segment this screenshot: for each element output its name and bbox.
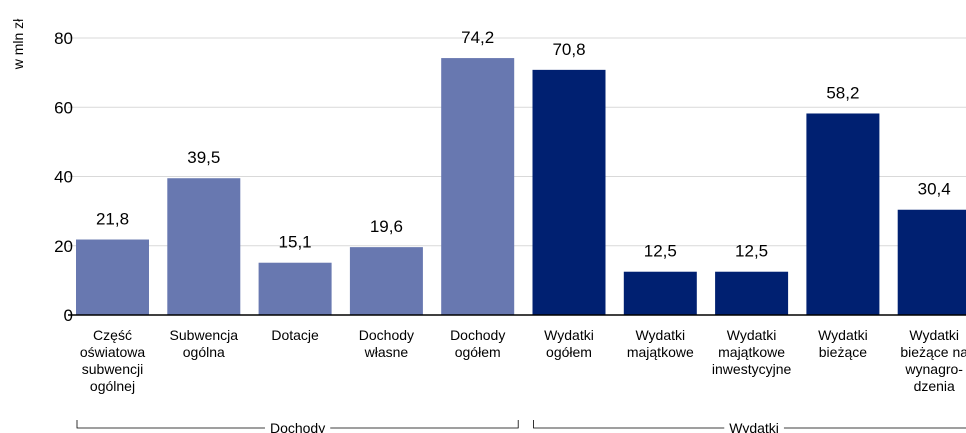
bar <box>532 69 606 315</box>
category-label-line: własne <box>364 344 409 360</box>
bar-value-label: 70,8 <box>552 40 585 59</box>
group-label: Wydatki <box>729 420 779 433</box>
group-bracket-right <box>330 420 519 429</box>
category-label-line: ogólna <box>183 344 225 360</box>
group-bracket-left <box>76 420 265 429</box>
category-label-line: Wydatki <box>818 327 868 343</box>
bar-value-label: 19,6 <box>370 217 403 236</box>
category-label-line: Dochody <box>359 327 414 343</box>
bar-value-label: 12,5 <box>644 242 677 261</box>
y-tick-label: 40 <box>54 168 73 187</box>
category-label: Wydatki bieżące na wynagro-dzenia <box>900 327 966 394</box>
bar <box>441 58 515 316</box>
category-label: Wydatki majątkowe inwestycyjne <box>712 327 792 377</box>
category-label-line: majątkowe <box>718 344 785 360</box>
bar-value-label: 21,8 <box>96 210 129 229</box>
bar <box>167 178 241 315</box>
category-label-line: subwencji <box>82 361 143 377</box>
group-brackets: Dochody Wydatki <box>76 420 966 433</box>
category-label-line: bieżące <box>819 344 867 360</box>
category-label-line: inwestycyjne <box>712 361 792 377</box>
bar <box>806 113 880 315</box>
category-label-line: Wydatki <box>727 327 777 343</box>
bar <box>715 271 789 315</box>
category-label: Część oświatowa subwencji ogólnej <box>80 327 146 394</box>
category-label-line: bieżące na <box>900 344 966 360</box>
category-label-line: ogólnej <box>90 378 135 394</box>
category-label-line: Wydatki <box>909 327 959 343</box>
value-labels: 21,8 39,5 15,1 19,6 74,2 70,8 12,5 12,5 58,2 30,4 <box>96 28 951 261</box>
bar-value-label: 30,4 <box>918 180 951 199</box>
y-axis: 020406080 <box>54 29 73 325</box>
y-tick-label: 80 <box>54 29 73 48</box>
bar-value-label: 15,1 <box>279 233 312 252</box>
category-label-line: Dotacje <box>271 327 319 343</box>
bar <box>897 209 966 315</box>
category-label: Wydatki ogółem <box>544 327 594 360</box>
category-label: Dochody ogółem <box>450 327 505 360</box>
y-axis-title: w mln zł <box>10 18 26 70</box>
category-label-line: Subwencja <box>170 327 239 343</box>
category-label: Wydatki majątkowe <box>627 327 694 360</box>
category-label-line: Wydatki <box>635 327 685 343</box>
y-tick-label: 20 <box>54 237 73 256</box>
group-label: Dochody <box>270 420 325 433</box>
bar <box>349 247 423 315</box>
category-label-line: wynagro- <box>904 361 963 377</box>
category-label: Wydatki bieżące <box>818 327 868 360</box>
category-label-line: majątkowe <box>627 344 694 360</box>
bars <box>76 58 966 316</box>
group-bracket-right <box>783 427 966 429</box>
group-bracket-left <box>533 420 725 429</box>
bar-value-label: 39,5 <box>187 148 220 167</box>
category-label-line: Część <box>93 327 132 343</box>
bar <box>623 271 697 315</box>
bar <box>258 262 332 315</box>
category-label: Dotacje <box>271 327 319 343</box>
category-label-line: ogółem <box>455 344 501 360</box>
bar-value-label: 58,2 <box>826 83 859 102</box>
category-label: Dochody własne <box>359 327 414 360</box>
bar <box>76 239 149 315</box>
category-label-line: Wydatki <box>544 327 594 343</box>
category-label-line: dzenia <box>914 378 955 394</box>
category-label-line: oświatowa <box>80 344 146 360</box>
bar-value-label: 12,5 <box>735 242 768 261</box>
category-label-line: Dochody <box>450 327 505 343</box>
category-label: Subwencja ogólna <box>170 327 239 360</box>
bar-value-label: 74,2 <box>461 28 494 47</box>
category-label-line: ogółem <box>546 344 592 360</box>
y-tick-label: 60 <box>54 98 73 117</box>
